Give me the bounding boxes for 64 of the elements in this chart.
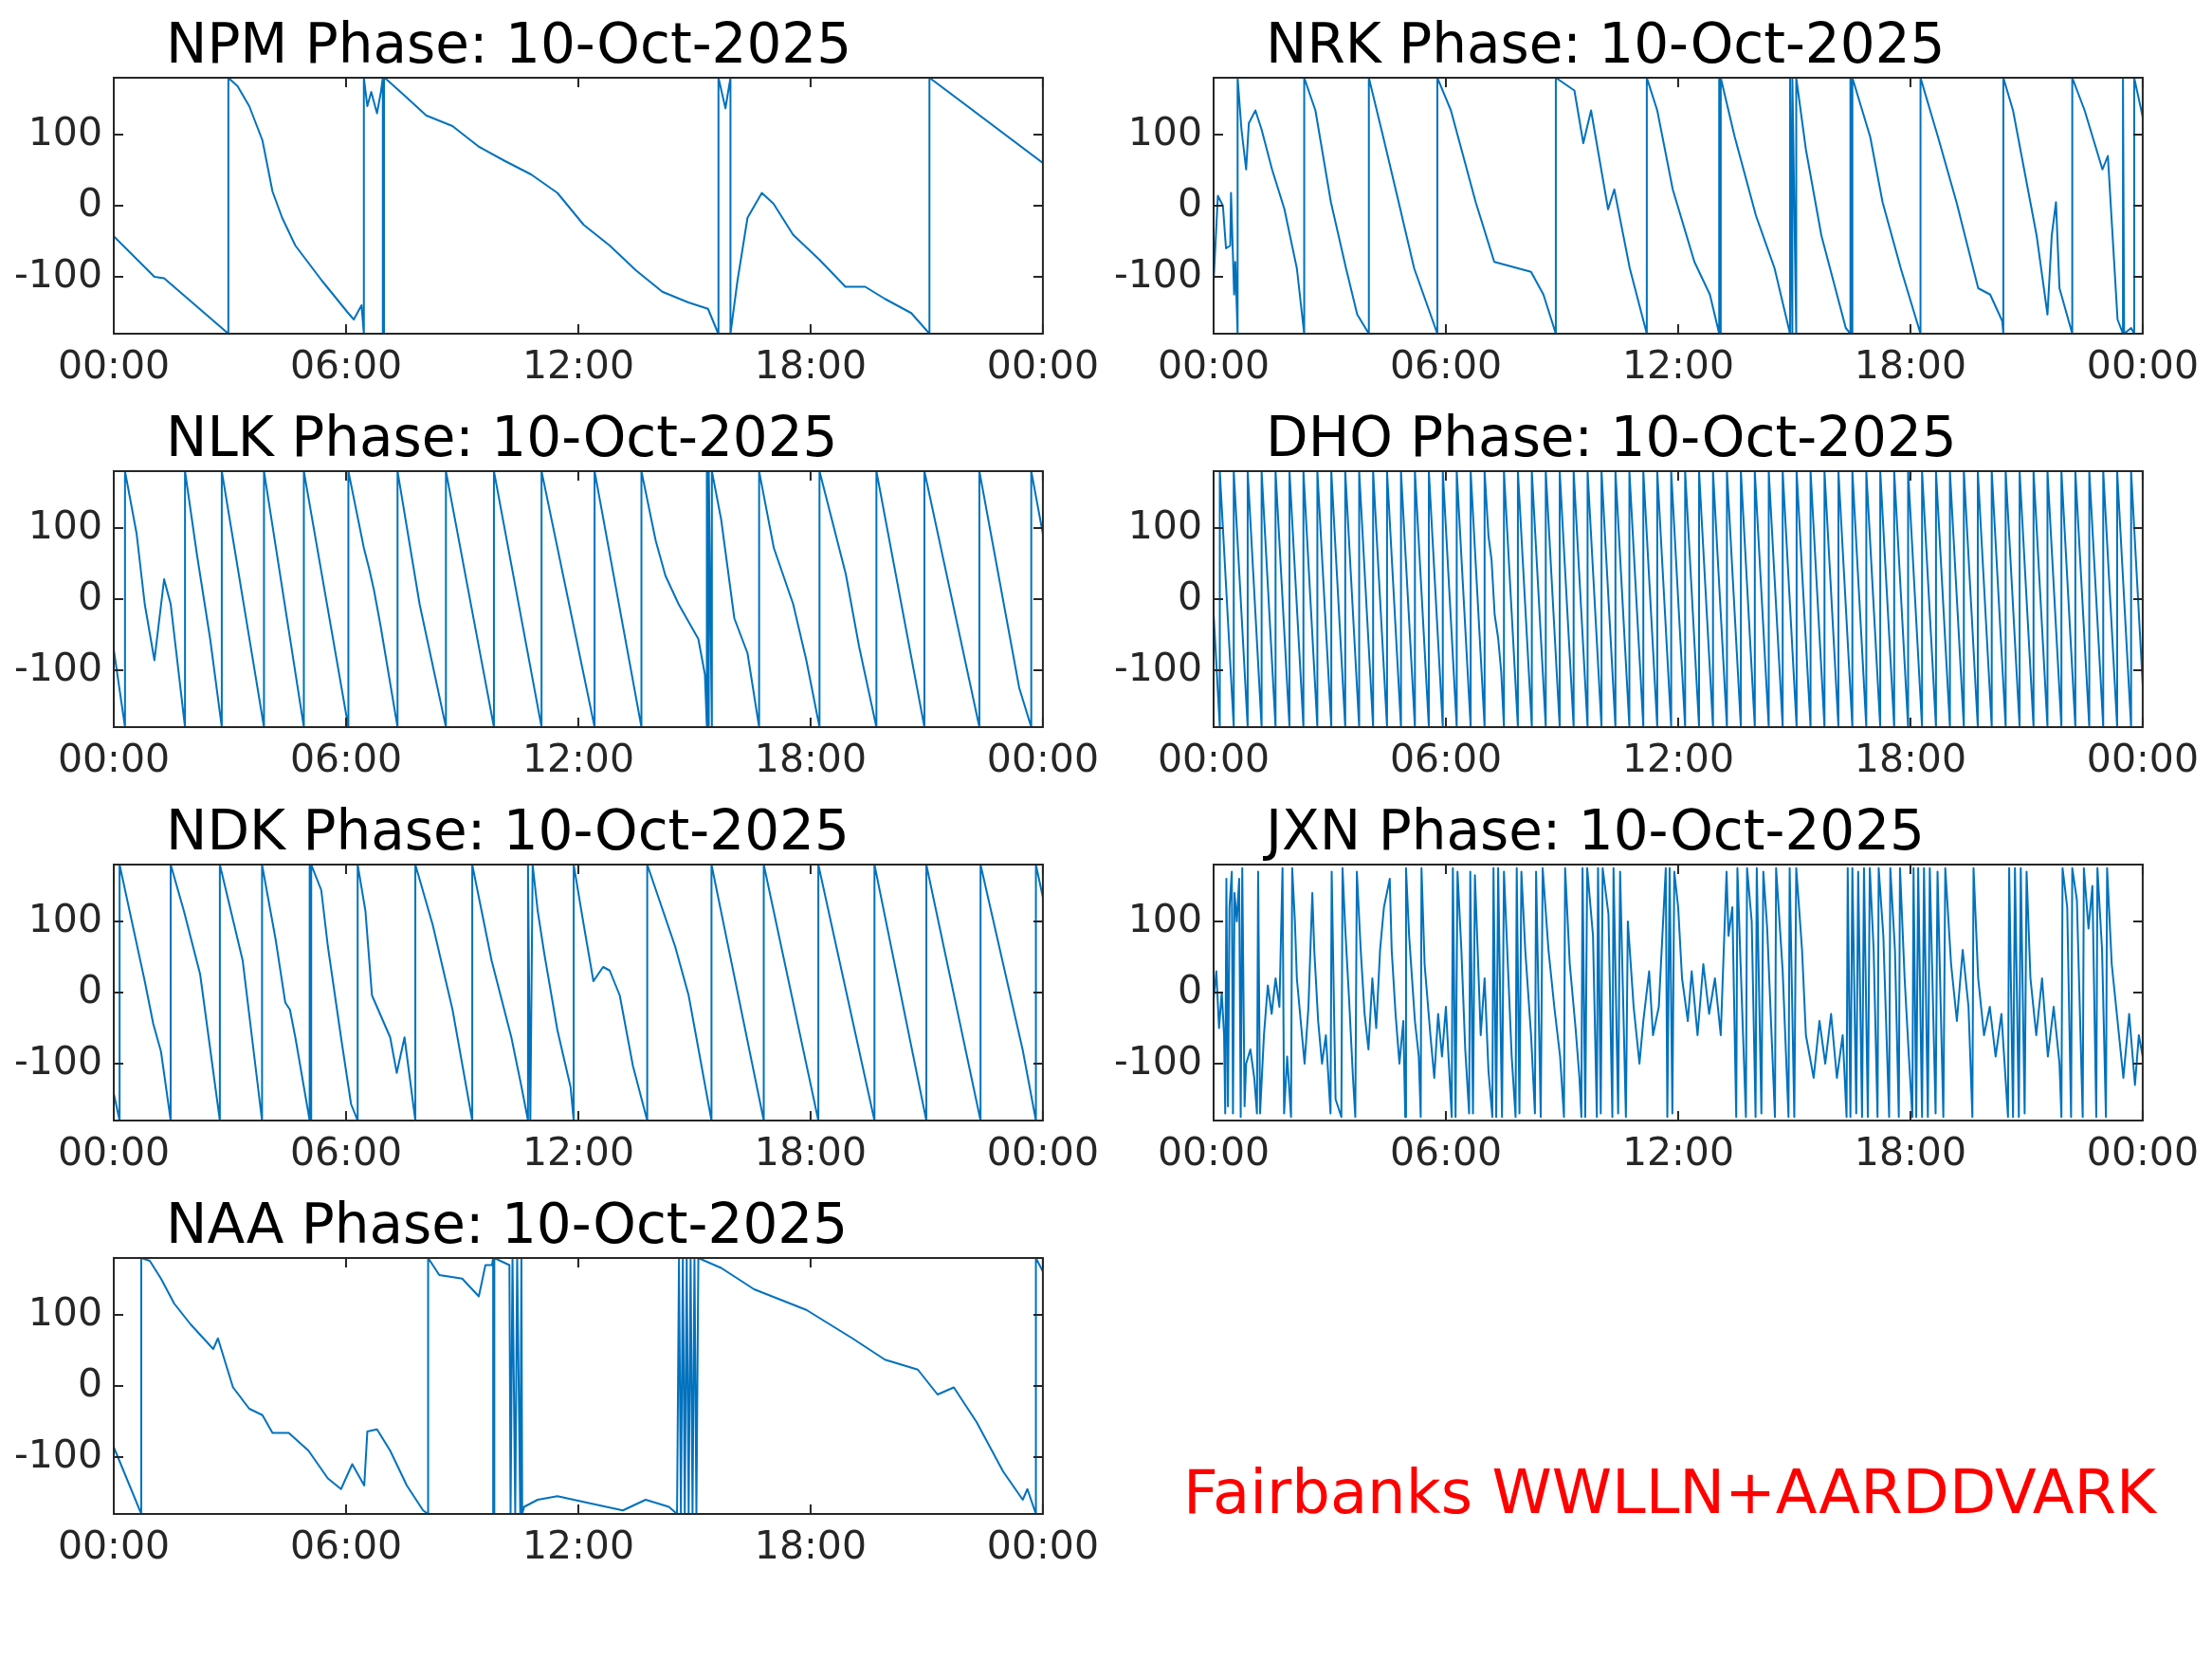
y-tick-label: -100 (13, 644, 102, 690)
x-tick-label: 00:00 (986, 736, 1099, 782)
x-tick-label: 00:00 (986, 342, 1099, 389)
chart-title: JXN Phase: 10-Oct-2025 (1263, 798, 1925, 863)
x-tick-label: 18:00 (1854, 736, 1967, 782)
x-tick-label: 12:00 (1621, 736, 1735, 782)
chart-title: NRK Phase: 10-Oct-2025 (1266, 11, 1946, 76)
y-tick-label: 0 (77, 966, 102, 1012)
chart-title: NDK Phase: 10-Oct-2025 (166, 798, 850, 863)
y-tick-label: 0 (77, 573, 102, 619)
y-tick-label: -100 (1113, 1037, 1202, 1084)
y-tick-label: -100 (13, 250, 102, 297)
y-tick-label: -100 (13, 1431, 102, 1477)
x-tick-label: 00:00 (1157, 736, 1271, 782)
y-tick-label: 0 (1177, 179, 1202, 226)
x-tick-label: 12:00 (521, 1129, 635, 1176)
x-tick-label: 18:00 (754, 736, 868, 782)
x-tick-label: 18:00 (754, 1522, 868, 1569)
x-tick-label: 06:00 (289, 1522, 403, 1569)
y-tick-label: 100 (1127, 895, 1202, 941)
chart-title: NPM Phase: 10-Oct-2025 (166, 11, 852, 76)
y-tick-label: 100 (27, 108, 102, 155)
x-tick-label: 12:00 (521, 1522, 635, 1569)
x-tick-label: 00:00 (2086, 736, 2199, 782)
y-tick-label: 0 (1177, 573, 1202, 619)
x-tick-label: 06:00 (1389, 342, 1503, 389)
x-tick-label: 00:00 (57, 1129, 171, 1176)
chart-title: DHO Phase: 10-Oct-2025 (1266, 405, 1957, 469)
y-tick-label: 100 (27, 895, 102, 941)
x-tick-label: 06:00 (289, 342, 403, 389)
x-tick-label: 06:00 (1389, 1129, 1503, 1176)
x-tick-label: 00:00 (2086, 1129, 2199, 1176)
x-tick-label: 12:00 (521, 736, 635, 782)
y-tick-label: -100 (13, 1037, 102, 1084)
y-tick-label: 100 (1127, 501, 1202, 548)
y-tick-label: 100 (27, 501, 102, 548)
x-tick-label: 18:00 (754, 1129, 868, 1176)
x-tick-label: 06:00 (1389, 736, 1503, 782)
x-tick-label: 00:00 (986, 1129, 1099, 1176)
text: Fairbanks WWLLN+AARDDVARK (1183, 1457, 2156, 1527)
y-tick-label: 0 (77, 179, 102, 226)
x-tick-label: 00:00 (57, 736, 171, 782)
x-tick-label: 18:00 (754, 342, 868, 389)
x-tick-label: 18:00 (1854, 342, 1967, 389)
y-tick-label: 100 (27, 1288, 102, 1335)
x-tick-label: 00:00 (2086, 342, 2199, 389)
y-tick-label: -100 (1113, 250, 1202, 297)
x-tick-label: 00:00 (1157, 342, 1271, 389)
x-tick-label: 06:00 (289, 1129, 403, 1176)
x-tick-label: 12:00 (1621, 342, 1735, 389)
x-tick-label: 00:00 (57, 342, 171, 389)
y-tick-label: 0 (1177, 966, 1202, 1012)
chart-title: NAA Phase: 10-Oct-2025 (166, 1192, 849, 1256)
x-tick-label: 12:00 (1621, 1129, 1735, 1176)
x-tick-label: 00:00 (986, 1522, 1099, 1569)
x-tick-label: 12:00 (521, 342, 635, 389)
x-tick-label: 06:00 (289, 736, 403, 782)
y-tick-label: -100 (1113, 644, 1202, 690)
y-tick-label: 0 (77, 1359, 102, 1406)
x-tick-label: 00:00 (57, 1522, 171, 1569)
x-tick-label: 18:00 (1854, 1129, 1967, 1176)
y-tick-label: 100 (1127, 108, 1202, 155)
chart-title: NLK Phase: 10-Oct-2025 (166, 405, 838, 469)
x-tick-label: 00:00 (1157, 1129, 1271, 1176)
